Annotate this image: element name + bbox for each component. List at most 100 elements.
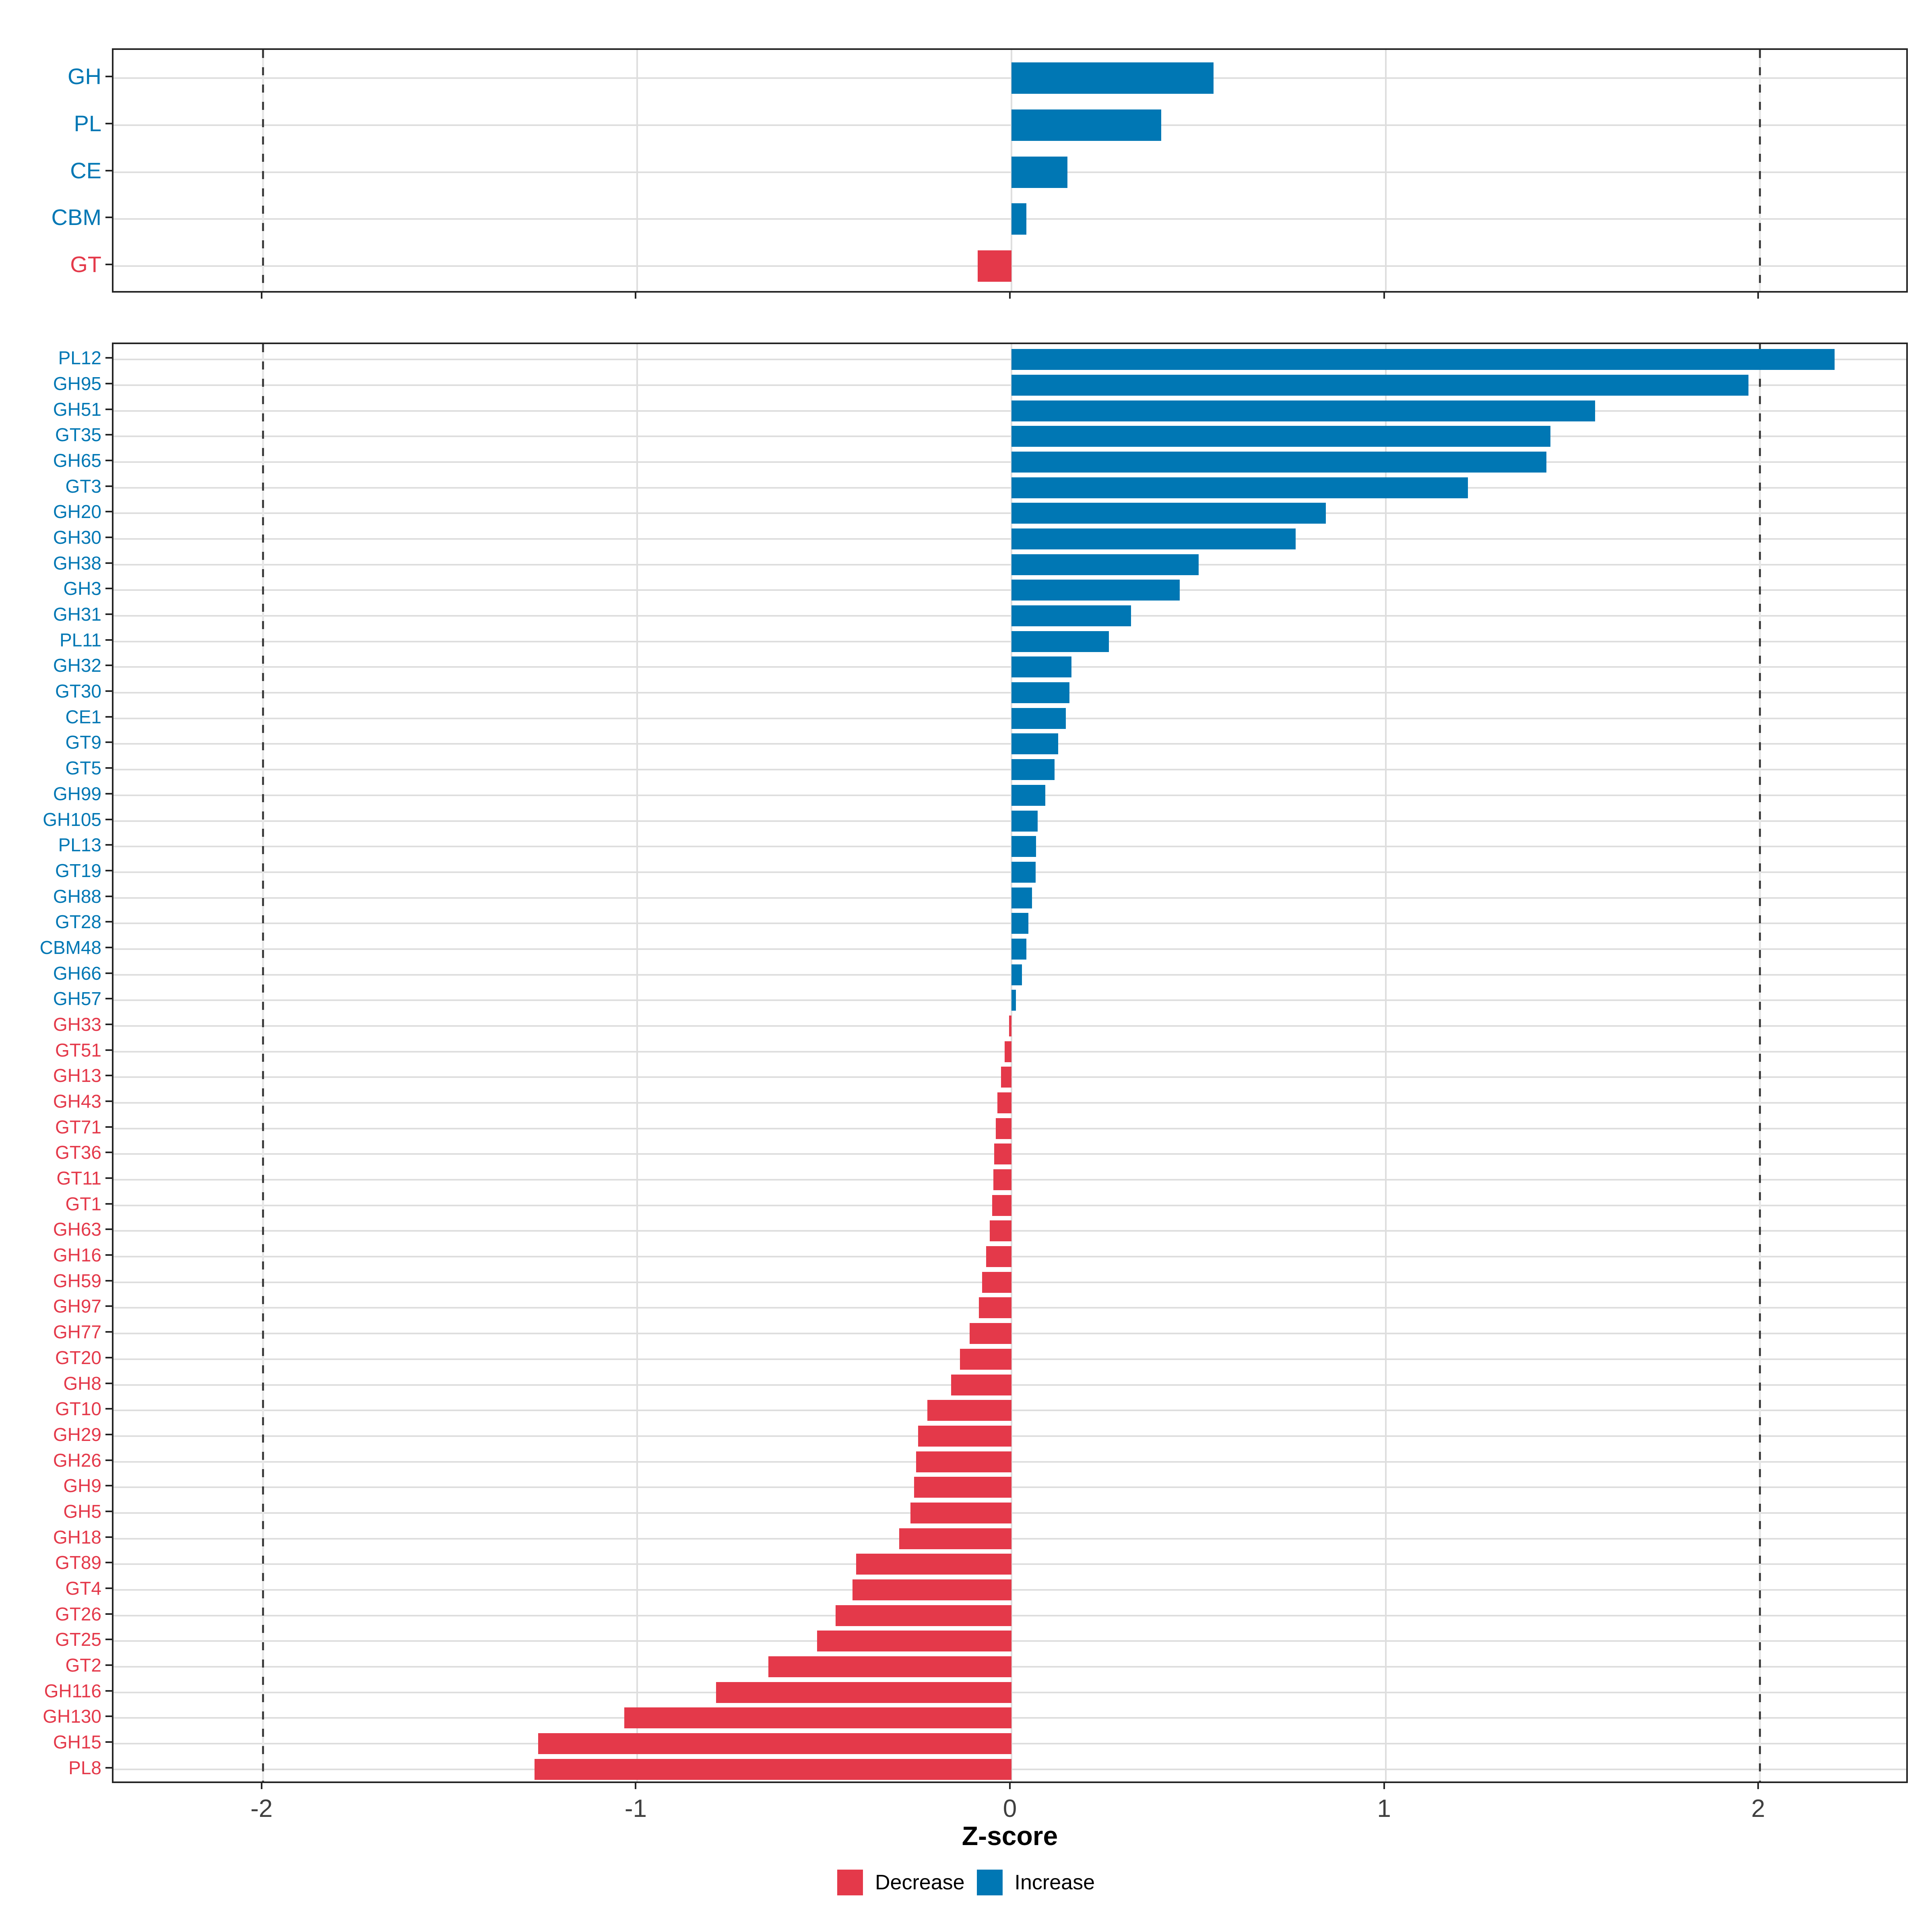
bar-GT11 xyxy=(993,1169,1011,1191)
y-axis-label-GH51: GH51 xyxy=(53,398,101,420)
gridline-row-GH66 xyxy=(114,974,1906,976)
x-axis-tick-label--1: -1 xyxy=(624,1795,647,1823)
y-axis-tick-GH77 xyxy=(105,1331,112,1333)
gridline-row-PL xyxy=(114,124,1906,126)
y-axis-tick-PL11 xyxy=(105,639,112,641)
y-axis-label-GH15: GH15 xyxy=(53,1732,101,1753)
bar-GH130 xyxy=(624,1707,1011,1729)
bar-GH65 xyxy=(1011,451,1547,473)
y-axis-label-GH43: GH43 xyxy=(53,1091,101,1112)
x-axis-tick-2 xyxy=(1757,1783,1759,1789)
y-axis-tick-GT35 xyxy=(105,434,112,436)
y-axis-label-GH13: GH13 xyxy=(53,1065,101,1086)
legend: Decrease Increase xyxy=(0,1870,1932,1895)
gridline-row-PL12 xyxy=(114,359,1906,361)
gridline-row-GH65 xyxy=(114,461,1906,463)
y-axis-label-GH66: GH66 xyxy=(53,962,101,984)
bar-GH29 xyxy=(918,1425,1011,1447)
gridline-row-CBM48 xyxy=(114,948,1906,950)
gridline-row-GT35 xyxy=(114,436,1906,438)
x-axis-tick--1 xyxy=(635,293,637,299)
y-axis-tick-GT71 xyxy=(105,1126,112,1128)
gridline-row-GH95 xyxy=(114,384,1906,386)
legend-swatch-decrease xyxy=(837,1870,863,1895)
bar-CE1 xyxy=(1011,708,1066,729)
bar-PL8 xyxy=(534,1759,1011,1780)
gridline-row-GT3 xyxy=(114,487,1906,489)
x-axis-tick-1 xyxy=(1383,293,1385,299)
bar-GT4 xyxy=(852,1579,1011,1600)
bar-GT19 xyxy=(1011,861,1036,883)
bar-GH59 xyxy=(982,1271,1011,1293)
gridline-row-GH38 xyxy=(114,564,1906,566)
bar-GT36 xyxy=(994,1144,1011,1165)
y-axis-label-GH95: GH95 xyxy=(53,373,101,394)
bar-PL xyxy=(1011,109,1161,141)
y-axis-label-GH5: GH5 xyxy=(63,1501,101,1522)
y-axis-label-GH20: GH20 xyxy=(53,501,101,522)
y-axis-tick-GH59 xyxy=(105,1280,112,1282)
bar-CBM xyxy=(1011,203,1027,235)
gridline-row-GT30 xyxy=(114,692,1906,694)
y-axis-tick-GH9 xyxy=(105,1485,112,1487)
bar-GH57 xyxy=(1011,990,1016,1011)
y-axis-tick-PL8 xyxy=(105,1767,112,1769)
y-axis-label-GT26: GT26 xyxy=(55,1603,101,1624)
y-axis-label-GH3: GH3 xyxy=(63,578,101,599)
y-axis-label-GH16: GH16 xyxy=(53,1245,101,1266)
gridline-row-GT5 xyxy=(114,769,1906,771)
y-axis-tick-GT28 xyxy=(105,921,112,923)
y-axis-label-GT89: GT89 xyxy=(55,1552,101,1573)
bar-GT xyxy=(978,250,1011,282)
bar-GH9 xyxy=(914,1477,1011,1498)
bar-GH63 xyxy=(990,1220,1011,1242)
y-axis-tick-GH105 xyxy=(105,818,112,820)
y-axis-tick-GH65 xyxy=(105,459,112,461)
y-axis-tick-GT3 xyxy=(105,485,112,487)
bar-GH5 xyxy=(910,1502,1011,1523)
bar-GT5 xyxy=(1011,759,1055,780)
x-axis-tick-1 xyxy=(1383,1783,1385,1789)
y-axis-label-GH9: GH9 xyxy=(63,1475,101,1496)
y-axis-tick-GH18 xyxy=(105,1536,112,1538)
bar-GT89 xyxy=(856,1554,1011,1575)
gridline-row-CBM xyxy=(114,218,1906,220)
dashed-threshold-line-x--2 xyxy=(262,50,264,291)
y-axis-tick-GT1 xyxy=(105,1203,112,1205)
bar-GT25 xyxy=(817,1631,1011,1652)
y-axis-label-GH97: GH97 xyxy=(53,1296,101,1317)
y-axis-tick-GH13 xyxy=(105,1075,112,1077)
bar-GH38 xyxy=(1011,554,1199,575)
y-axis-label-GH29: GH29 xyxy=(53,1424,101,1445)
y-axis-tick-GT xyxy=(105,263,112,265)
gridline-row-CE1 xyxy=(114,717,1906,719)
gridline-x-0 xyxy=(1011,344,1012,1781)
y-axis-tick-GH3 xyxy=(105,588,112,590)
bar-GH66 xyxy=(1011,964,1022,985)
gridline-row-GH xyxy=(114,77,1906,79)
legend-swatch-increase xyxy=(976,1870,1003,1895)
bar-GH26 xyxy=(916,1451,1011,1472)
bar-GH8 xyxy=(951,1374,1011,1395)
y-axis-tick-GH63 xyxy=(105,1228,112,1230)
y-axis-label-GH99: GH99 xyxy=(53,783,101,804)
y-axis-label-GT30: GT30 xyxy=(55,681,101,702)
y-axis-tick-GT20 xyxy=(105,1356,112,1358)
y-axis-label-GT28: GT28 xyxy=(55,911,101,933)
bar-GH77 xyxy=(969,1323,1011,1344)
bar-GT9 xyxy=(1011,733,1059,755)
y-axis-label-GH88: GH88 xyxy=(53,886,101,907)
bar-GT28 xyxy=(1011,913,1028,934)
y-axis-label-GT51: GT51 xyxy=(55,1039,101,1061)
y-axis-tick-GH116 xyxy=(105,1690,112,1692)
gridline-x--1 xyxy=(636,50,638,291)
y-axis-label-GT11: GT11 xyxy=(56,1168,101,1189)
bar-GH51 xyxy=(1011,400,1596,421)
y-axis-label-GH32: GH32 xyxy=(53,655,101,676)
y-axis-tick-GH8 xyxy=(105,1382,112,1384)
gridline-row-GH32 xyxy=(114,666,1906,668)
bar-GT26 xyxy=(836,1605,1011,1626)
y-axis-label-GH33: GH33 xyxy=(53,1013,101,1035)
bar-GH105 xyxy=(1011,810,1038,832)
